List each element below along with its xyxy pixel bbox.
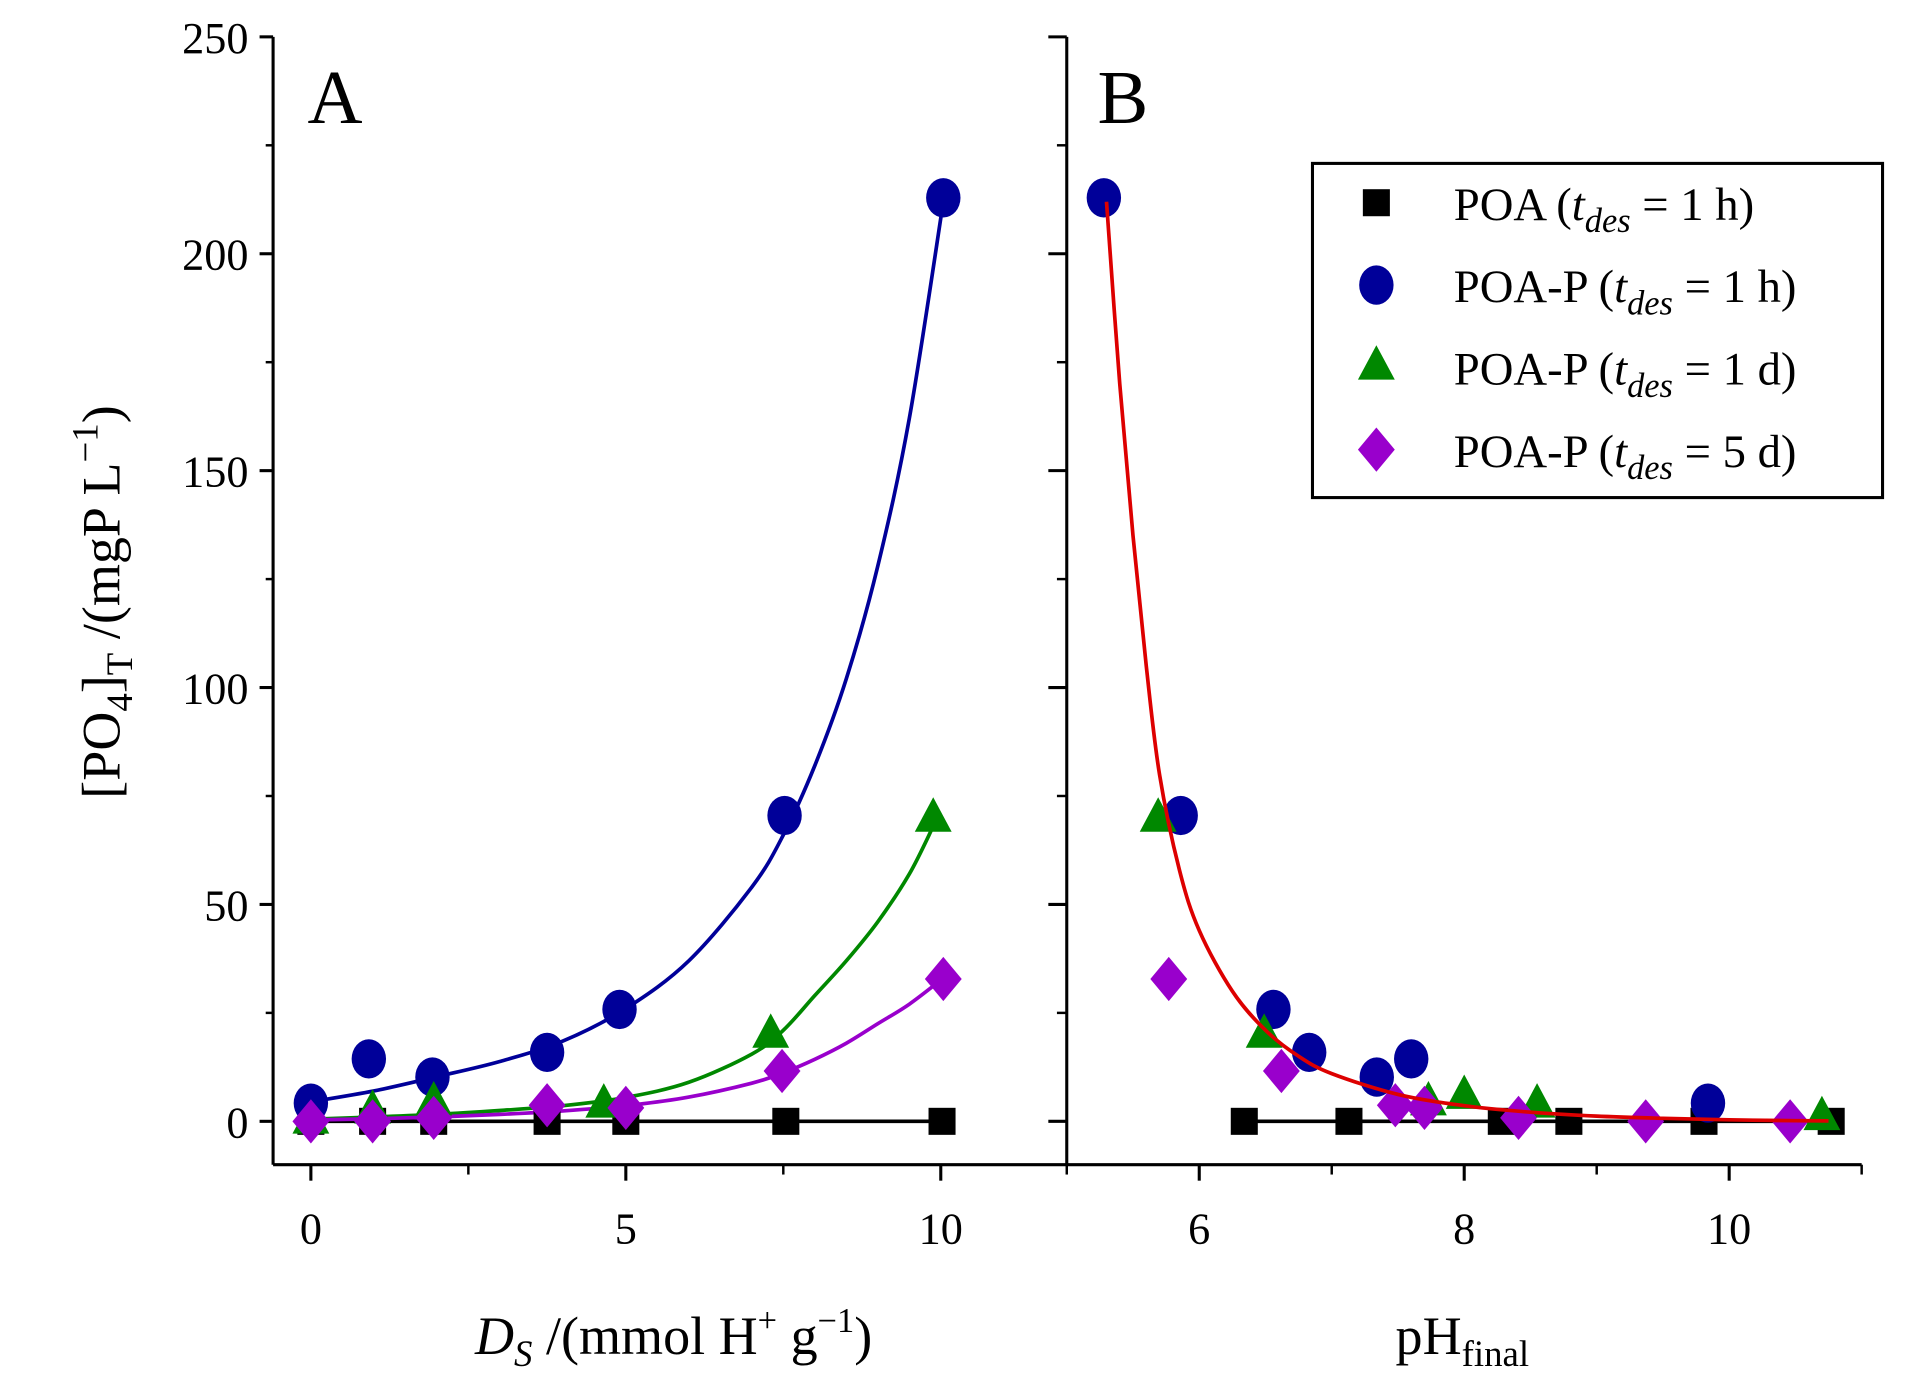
y-tick-label: 0 xyxy=(226,1098,248,1147)
data-point-diamond xyxy=(1262,1048,1300,1094)
data-point-circle xyxy=(1086,178,1122,218)
legend-entry-label: POA (tdes = 1 h) xyxy=(1454,179,1754,240)
legend-text-main: POA-P ( xyxy=(1454,426,1614,478)
y-tick-label: 250 xyxy=(182,14,248,63)
data-point-circle xyxy=(1690,1083,1726,1123)
fit-curve xyxy=(310,825,935,1122)
legend-entry-label: POA-P (tdes = 5 d) xyxy=(1454,426,1797,487)
panel-a-letter: A xyxy=(307,56,362,140)
y-tick-label: 50 xyxy=(204,881,248,930)
legend-marker-triangle xyxy=(1357,345,1395,380)
y-tick-label: 100 xyxy=(182,665,248,714)
data-point-diamond xyxy=(763,1048,801,1094)
legend-text-t: t xyxy=(1614,261,1628,313)
data-point-diamond xyxy=(1406,1085,1443,1130)
x-tick-label: 8 xyxy=(1453,1204,1475,1253)
data-point-diamond xyxy=(292,1099,330,1144)
legend-marker-circle xyxy=(1359,265,1394,305)
x-tick-label: 0 xyxy=(300,1204,322,1253)
legend-text-rest: = 1 h) xyxy=(1631,179,1755,231)
data-point-circle xyxy=(602,989,637,1030)
data-point-square xyxy=(1230,1107,1258,1135)
panel-b-axes: 6 8 10 xyxy=(1048,35,1863,1253)
data-point-circle xyxy=(1394,1039,1429,1079)
data-point-triangle xyxy=(914,797,952,832)
legend-text-t: t xyxy=(1572,179,1586,231)
fit-curve-red xyxy=(1104,201,1829,1123)
legend-text-sub: des xyxy=(1627,367,1673,405)
legend: POA (tdes = 1 h)POA-P (tdes = 1 h)POA-P … xyxy=(1310,161,1885,500)
legend-box xyxy=(1310,161,1885,500)
legend-text-rest: = 1 h) xyxy=(1673,261,1797,313)
data-point-diamond xyxy=(415,1095,453,1140)
legend-text-rest: = 1 d) xyxy=(1673,344,1797,396)
panel-a-marks xyxy=(292,178,962,1144)
x-tick-label: 5 xyxy=(615,1204,637,1253)
legend-text-sub: des xyxy=(1627,449,1673,487)
legend-text-sub: des xyxy=(1585,202,1631,240)
data-point-diamond xyxy=(528,1083,566,1128)
data-point-square xyxy=(1335,1107,1363,1135)
data-point-circle xyxy=(415,1057,450,1097)
data-point-diamond xyxy=(1150,956,1188,1002)
legend-text-main: POA ( xyxy=(1454,179,1572,231)
data-point-circle xyxy=(767,795,802,836)
x-axis-title-a: DS /(mmol H+ g−1) xyxy=(474,1302,872,1374)
legend-marker-diamond xyxy=(1357,427,1395,472)
panel-b-letter: B xyxy=(1097,56,1148,140)
data-point-diamond xyxy=(924,956,962,1002)
data-point-square xyxy=(772,1107,800,1135)
data-point-circle xyxy=(351,1039,387,1079)
data-point-diamond xyxy=(354,1099,392,1144)
data-point-diamond xyxy=(1627,1099,1665,1144)
data-point-diamond xyxy=(1500,1095,1537,1140)
panel-a-axes: 0 50 100 150 200 250 0 5 10 xyxy=(182,14,1067,1253)
y-tick-label: 150 xyxy=(182,448,248,497)
legend-text-rest: = 5 d) xyxy=(1673,426,1797,478)
legend-text-main: POA-P ( xyxy=(1454,261,1614,313)
x-axis-title-b: pHfinal xyxy=(1396,1306,1530,1374)
data-point-triangle xyxy=(1445,1074,1483,1109)
data-point-circle xyxy=(926,178,961,218)
data-point-square xyxy=(928,1107,956,1135)
data-point-diamond xyxy=(607,1085,645,1130)
fit-curve xyxy=(310,201,946,1104)
y-tick-label: 200 xyxy=(182,231,248,280)
legend-text-main: POA-P ( xyxy=(1454,344,1614,396)
legend-entry-label: POA-P (tdes = 1 d) xyxy=(1454,344,1797,405)
legend-text-sub: des xyxy=(1627,285,1673,323)
data-point-circle xyxy=(529,1032,565,1073)
x-tick-label: 10 xyxy=(1707,1204,1751,1253)
x-tick-label: 10 xyxy=(919,1204,963,1253)
legend-entry-label: POA-P (tdes = 1 h) xyxy=(1454,261,1797,322)
x-tick-label: 6 xyxy=(1188,1204,1210,1253)
data-point-square xyxy=(1555,1107,1583,1135)
legend-text-t: t xyxy=(1614,426,1628,478)
data-point-circle xyxy=(1292,1032,1327,1073)
data-point-triangle xyxy=(752,1013,790,1048)
panel-b-marks xyxy=(1086,178,1845,1144)
legend-text-t: t xyxy=(1614,344,1628,396)
legend-marker-square xyxy=(1362,189,1390,217)
y-axis-title: [PO4]T /(mgP L−1) xyxy=(64,405,139,798)
